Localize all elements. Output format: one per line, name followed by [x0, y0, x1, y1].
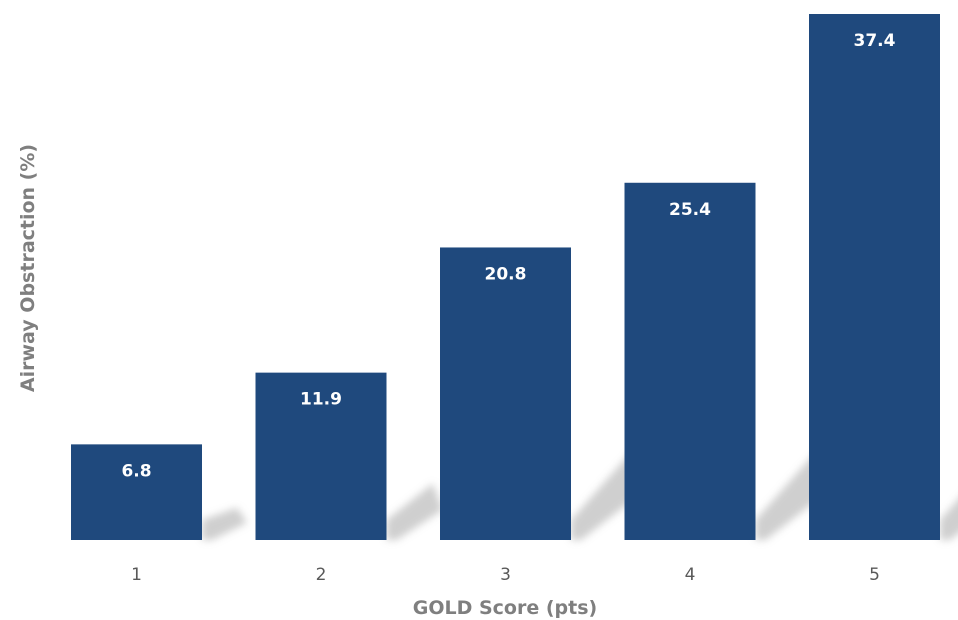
bar-1 [71, 444, 202, 540]
bar-2 [255, 372, 387, 540]
data-label-3: 20.8 [485, 264, 527, 284]
x-tick-label-2: 2 [316, 565, 327, 585]
bar-5 [809, 14, 940, 540]
x-tick-label-5: 5 [869, 565, 880, 585]
data-label-2: 11.9 [300, 390, 342, 410]
x-tick-labels: 1 2 3 4 5 [131, 565, 880, 585]
bar-4 [624, 182, 756, 540]
bar-shadow-1 [202, 507, 248, 540]
x-tick-label-1: 1 [131, 565, 142, 585]
bar-shadow-2 [386, 483, 443, 540]
data-label-5: 37.4 [854, 31, 896, 51]
x-tick-label-3: 3 [500, 565, 511, 585]
bars [71, 14, 940, 540]
bar-3 [440, 247, 571, 540]
data-labels: 6.8 11.9 20.8 25.4 37.4 [121, 31, 895, 481]
bar-shadow-5 [940, 499, 958, 540]
x-axis-label: GOLD Score (pts) [413, 597, 597, 619]
data-label-1: 6.8 [121, 461, 151, 481]
data-label-4: 25.4 [669, 200, 711, 220]
x-tick-label-4: 4 [685, 565, 696, 585]
y-axis-label: Airway Obstraction (%) [17, 144, 39, 392]
